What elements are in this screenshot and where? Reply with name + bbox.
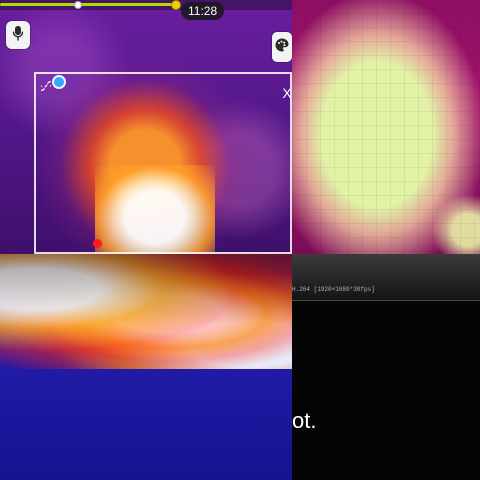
- dark-panel-tile: H.264 [1920×1080*30fps] ot.: [292, 254, 480, 480]
- panel-partial-text: ot.: [292, 409, 316, 433]
- thermal-top-shadow: [0, 254, 292, 324]
- video-progress-marker[interactable]: [171, 0, 181, 10]
- pixelated-thermal-tile: [292, 0, 480, 254]
- video-time-pill: 11:28: [181, 2, 224, 20]
- video-progress-dot[interactable]: [74, 1, 82, 9]
- overlay-handle-dot[interactable]: [52, 75, 66, 89]
- overlay-window-frame: [34, 72, 292, 254]
- record-indicator: [93, 239, 102, 248]
- video-time-label: 11:28: [188, 4, 217, 18]
- close-icon[interactable]: X: [281, 87, 292, 99]
- palette-button[interactable]: [272, 32, 292, 62]
- microphone-button[interactable]: [6, 21, 30, 49]
- microphone-icon: [11, 25, 25, 46]
- video-progress-track[interactable]: [0, 0, 292, 10]
- video-progress-fill: [0, 3, 175, 6]
- thermal-video-tile: 11:28: [0, 0, 292, 254]
- overlay-close-label: X: [282, 85, 291, 101]
- pixel-grid-overlay: [292, 0, 480, 254]
- thermal-skyline-tile: [0, 254, 292, 480]
- panel-caption: H.264 [1920×1080*30fps]: [292, 285, 480, 295]
- palette-icon: [274, 37, 290, 58]
- link-icon[interactable]: [41, 78, 51, 88]
